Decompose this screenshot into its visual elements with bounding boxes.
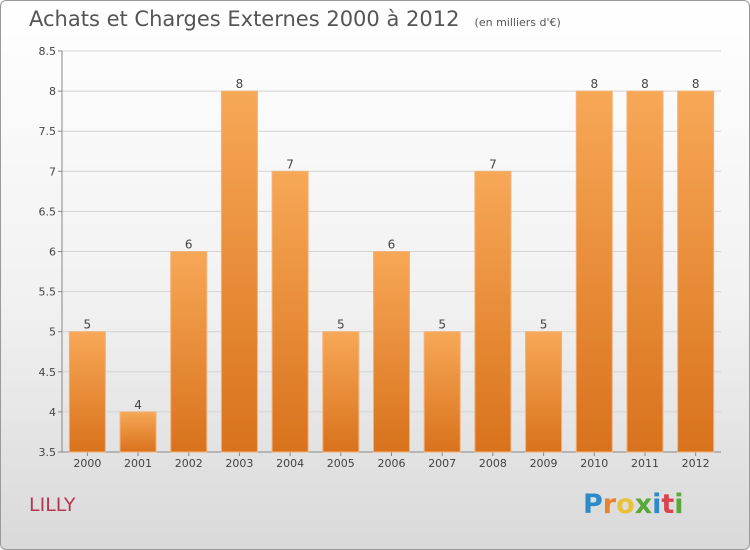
logo-letter: i	[652, 489, 662, 520]
x-tick-label: 2003	[225, 457, 253, 470]
y-tick-label: 5	[49, 326, 56, 339]
bar	[525, 331, 563, 453]
bar-value-label: 6	[388, 238, 396, 252]
labels: 3.5 4 4.5 5 5.5 6 6.5 7 7.5 8 8.5 5 2000 4 2001 6 2002 8 2…	[39, 45, 710, 470]
bar-value-label: 7	[286, 157, 294, 171]
bar	[677, 90, 715, 453]
y-tick-label: 6.5	[39, 205, 57, 218]
x-tick-label: 2006	[378, 457, 406, 470]
x-tick-label: 2004	[276, 457, 304, 470]
y-tick-label: 8	[49, 85, 56, 98]
chart-subtitle: (en milliers d'€)	[474, 16, 561, 29]
proxiti-logo: Proxiti	[583, 489, 684, 520]
bar	[220, 90, 258, 453]
x-tick-label: 2012	[682, 457, 710, 470]
bar-value-label: 5	[438, 318, 446, 332]
y-tick-label: 5.5	[39, 286, 57, 299]
x-tick-label: 2011	[631, 457, 659, 470]
bar	[474, 170, 512, 453]
logo-letter: P	[583, 489, 603, 520]
bar-value-label: 7	[489, 157, 497, 171]
y-tick-label: 4.5	[39, 366, 57, 379]
bar-value-label: 8	[590, 77, 598, 91]
bar	[68, 331, 106, 453]
bar-value-label: 5	[84, 318, 92, 332]
y-tick-label: 4	[49, 406, 56, 419]
chart-title-row: Achats et Charges Externes 2000 à 2012 (…	[29, 7, 561, 31]
bar	[373, 251, 410, 453]
x-tick-label: 2005	[327, 457, 355, 470]
logo-letter: t	[661, 489, 675, 520]
logo-letter: i	[674, 489, 684, 520]
bar-value-label: 8	[641, 77, 649, 91]
bar	[575, 90, 613, 453]
bar	[119, 411, 157, 453]
y-tick-label: 6	[49, 246, 56, 259]
x-tick-label: 2002	[175, 457, 203, 470]
y-tick-label: 7	[49, 165, 56, 178]
logo-letter: o	[616, 489, 635, 520]
bar-value-label: 4	[134, 398, 142, 412]
bar-value-label: 8	[692, 77, 700, 91]
bar	[170, 251, 208, 453]
bar-value-label: 6	[185, 238, 193, 252]
bar-value-label: 8	[236, 77, 244, 91]
y-tick-label: 8.5	[39, 45, 57, 58]
bar	[626, 90, 664, 453]
bar	[322, 331, 360, 453]
bar	[271, 170, 309, 453]
x-tick-label: 2009	[530, 457, 558, 470]
y-tick-label: 7.5	[39, 125, 57, 138]
logo-letter: x	[634, 489, 653, 520]
bar-value-label: 5	[337, 318, 345, 332]
x-tick-label: 2000	[73, 457, 101, 470]
bar	[423, 331, 461, 453]
x-tick-label: 2007	[428, 457, 456, 470]
bar-value-label: 5	[540, 318, 548, 332]
x-tick-label: 2010	[580, 457, 608, 470]
x-tick-label: 2001	[124, 457, 152, 470]
bars	[68, 90, 715, 453]
y-tick-label: 3.5	[39, 446, 57, 459]
chart-title: Achats et Charges Externes 2000 à 2012	[29, 7, 460, 31]
x-tick-label: 2008	[479, 457, 507, 470]
commune-name: LILLY	[29, 494, 76, 516]
logo-letter: r	[602, 489, 617, 520]
